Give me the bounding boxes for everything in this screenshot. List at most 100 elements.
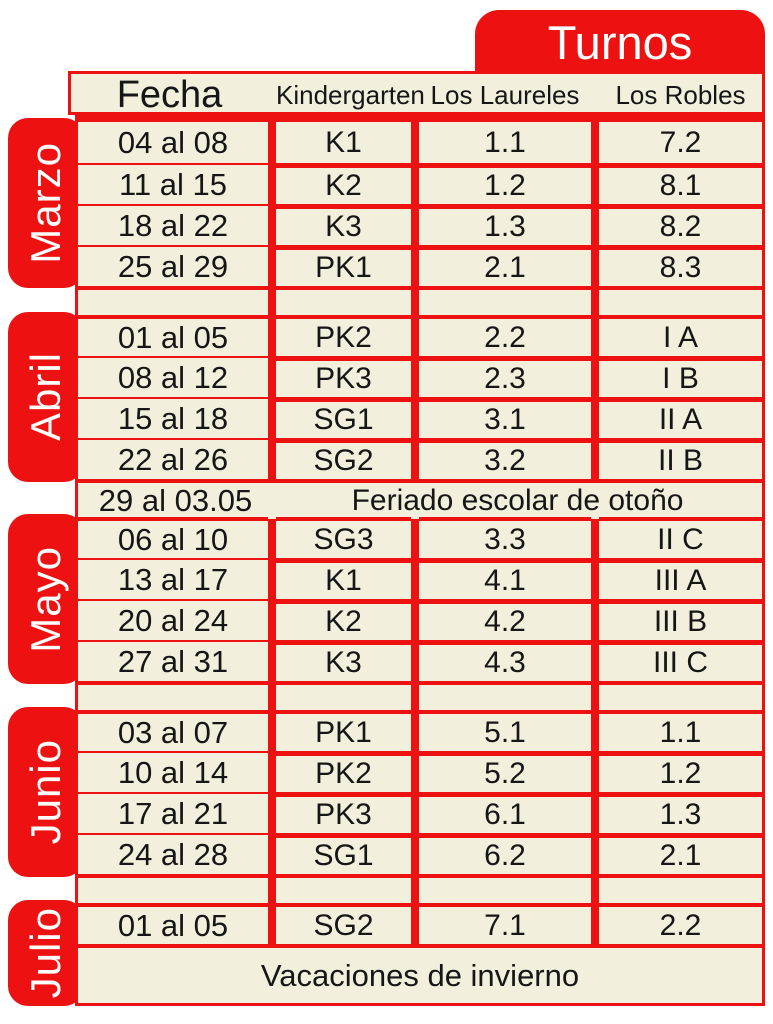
cell-laureles: 2.2: [419, 315, 591, 356]
table-row: Vacaciones de invierno: [78, 944, 762, 1003]
table-body: 04 al 08 K1 1.1 7.2 11 al 15 K2 1.2 8.1 18 al 22…: [75, 115, 765, 1006]
cell-date: 13 al 17: [78, 558, 268, 599]
cell-date: 20 al 24: [78, 599, 268, 640]
table-row: 27 al 31 K3 4.3 III C: [78, 640, 762, 681]
table-row: 24 al 28 SG1 6.2 2.1: [78, 833, 762, 874]
cell-robles: III B: [599, 599, 762, 640]
cell-kindergarten: [276, 286, 411, 315]
cell-date: 08 al 12: [78, 356, 268, 397]
cell-laureles: 5.2: [419, 751, 591, 792]
table-row: [78, 874, 762, 903]
cell-robles: [599, 874, 762, 903]
cell-robles: 8.1: [599, 163, 762, 204]
cell-kindergarten: PK1: [276, 710, 411, 751]
cell-laureles: [419, 874, 591, 903]
turnos-label: Turnos: [547, 16, 693, 69]
cell-date: [78, 874, 268, 903]
cell-robles: 1.1: [599, 710, 762, 751]
vacaciones-row-cell: Vacaciones de invierno: [78, 944, 762, 1003]
month-tab-junio: Junio: [8, 707, 84, 877]
table-row: 11 al 15 K2 1.2 8.1: [78, 163, 762, 204]
cell-robles: 2.2: [599, 903, 762, 944]
table-row: 03 al 07 PK1 5.1 1.1: [78, 710, 762, 751]
table-row: 01 al 05 SG2 7.1 2.2: [78, 903, 762, 944]
cell-date: 03 al 07: [78, 710, 268, 751]
cell-kindergarten: SG2: [276, 438, 411, 479]
cell-date: 11 al 15: [78, 163, 268, 204]
table-row: [78, 681, 762, 710]
cell-date: 04 al 08: [78, 122, 268, 163]
month-label: Junio: [22, 739, 69, 845]
cell-laureles: 3.1: [419, 397, 591, 438]
cell-robles: III C: [599, 640, 762, 681]
cell-kindergarten: K1: [276, 558, 411, 599]
cell-kindergarten: PK3: [276, 792, 411, 833]
table-row: 04 al 08 K1 1.1 7.2: [78, 122, 762, 163]
table-row: 17 al 21 PK3 6.1 1.3: [78, 792, 762, 833]
cell-date: 24 al 28: [78, 833, 268, 874]
cell-laureles: 3.3: [419, 517, 591, 558]
table-row: [78, 286, 762, 315]
cell-robles: 2.1: [599, 833, 762, 874]
cell-laureles: 3.2: [419, 438, 591, 479]
cell-laureles: 1.1: [419, 122, 591, 163]
cell-robles: 8.3: [599, 245, 762, 286]
header-kindergarten: Kindergarten: [276, 80, 425, 110]
cell-kindergarten: [276, 681, 411, 710]
cell-robles: II C: [599, 517, 762, 558]
cell-kindergarten: PK2: [276, 315, 411, 356]
cell-laureles: 2.3: [419, 356, 591, 397]
cell-kindergarten: PK1: [276, 245, 411, 286]
cell-kindergarten: PK2: [276, 751, 411, 792]
cell-kindergarten: K3: [276, 204, 411, 245]
cell-robles: II A: [599, 397, 762, 438]
cell-laureles: 7.1: [419, 903, 591, 944]
cell-laureles: 2.1: [419, 245, 591, 286]
cell-date: 10 al 14: [78, 751, 268, 792]
cell-laureles: [419, 286, 591, 315]
month-label: Mayo: [22, 545, 69, 653]
cell-laureles: 4.3: [419, 640, 591, 681]
header-los-laureles: Los Laureles: [430, 80, 580, 110]
table-row: 20 al 24 K2 4.2 III B: [78, 599, 762, 640]
cell-date: 01 al 05: [78, 315, 268, 356]
cell-kindergarten: [276, 874, 411, 903]
cell-date: 25 al 29: [78, 245, 268, 286]
vacaciones-label: Vacaciones de invierno: [260, 957, 580, 993]
month-label: Abril: [22, 352, 69, 442]
cell-laureles: 4.1: [419, 558, 591, 599]
cell-laureles: 6.2: [419, 833, 591, 874]
cell-robles: II B: [599, 438, 762, 479]
month-tab-mayo: Mayo: [8, 514, 84, 684]
table-row: 01 al 05 PK2 2.2 I A: [78, 315, 762, 356]
cell-kindergarten: SG3: [276, 517, 411, 558]
cell-robles: 8.2: [599, 204, 762, 245]
month-tab-abril: Abril: [8, 312, 84, 482]
cell-date: 17 al 21: [78, 792, 268, 833]
cell-laureles: 1.2: [419, 163, 591, 204]
table-row: 15 al 18 SG1 3.1 II A: [78, 397, 762, 438]
cell-kindergarten: SG2: [276, 903, 411, 944]
cell-date: 22 al 26: [78, 438, 268, 479]
cell-date: [78, 286, 268, 315]
table-row: 22 al 26 SG2 3.2 II B: [78, 438, 762, 479]
cell-kindergarten: K3: [276, 640, 411, 681]
header-fecha: Fecha: [116, 74, 223, 116]
cell-kindergarten: SG1: [276, 833, 411, 874]
cell-robles: I B: [599, 356, 762, 397]
cell-date: 27 al 31: [78, 640, 268, 681]
cell-robles: 1.3: [599, 792, 762, 833]
cell-kindergarten: K2: [276, 163, 411, 204]
cell-date: 01 al 05: [78, 903, 268, 944]
cell-robles: 1.2: [599, 751, 762, 792]
month-tab-marzo: Marzo: [8, 118, 84, 288]
month-label: Marzo: [22, 142, 69, 264]
feriado-row-cell: 29 al 03.05 Feriado escolar de otoño: [78, 479, 762, 519]
cell-laureles: 1.3: [419, 204, 591, 245]
table-row: 18 al 22 K3 1.3 8.2: [78, 204, 762, 245]
table-header: Fecha Kindergarten Los Laureles Los Robl…: [68, 71, 765, 116]
cell-date: 18 al 22: [78, 204, 268, 245]
cell-date: [78, 681, 268, 710]
table-row: 06 al 10 SG3 3.3 II C: [78, 517, 762, 558]
